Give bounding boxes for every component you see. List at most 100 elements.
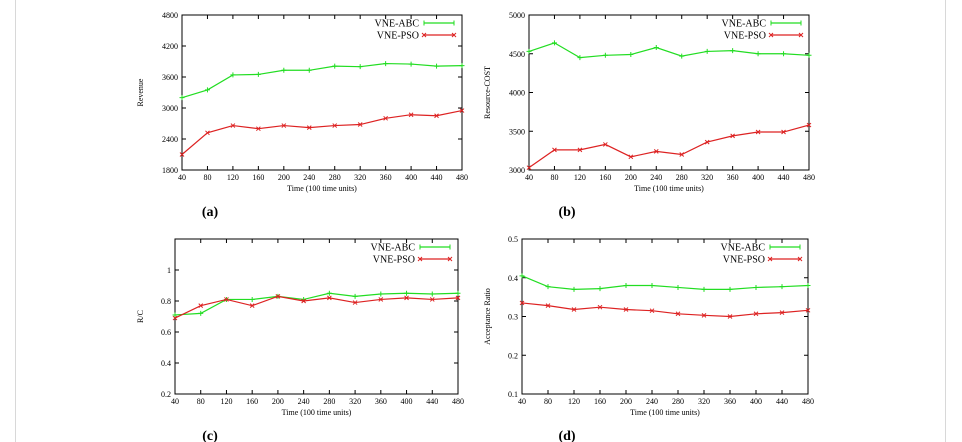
legend-label: VNE-ABC: [371, 243, 416, 254]
series-line-vne-abc: [521, 275, 809, 290]
x-tick-label: 320: [701, 173, 713, 182]
data-point: [352, 293, 358, 299]
chart-panel-1: 40 80 120 160 200 240 280 320 360 400 440 480 1800 24…: [136, 11, 468, 220]
data-point: [408, 112, 414, 118]
data-point: [378, 291, 384, 297]
legend-label: VNE-PSO: [723, 255, 765, 266]
data-point: [198, 303, 204, 309]
legend-marker: [451, 32, 457, 38]
data-point: [249, 296, 255, 302]
data-point: [781, 51, 787, 57]
x-axis-label: Time (100 time units): [282, 408, 352, 417]
x-tick-label: 240: [650, 173, 662, 182]
x-tick-label: 400: [750, 397, 762, 406]
data-point: [805, 283, 811, 288]
data-point: [459, 63, 465, 69]
series-line-vne-abc: [174, 292, 459, 316]
data-point: [623, 283, 629, 288]
x-axis-label: Time (100 time units): [634, 184, 704, 193]
data-point: [306, 125, 312, 130]
data-point: [224, 297, 229, 302]
data-point: [701, 286, 707, 292]
legend-label: VNE-ABC: [722, 19, 767, 30]
data-point: [597, 286, 603, 292]
data-point: [628, 52, 634, 58]
x-tick-label: 440: [778, 173, 790, 182]
data-point: [704, 139, 710, 145]
panel-label: (c): [202, 429, 218, 442]
x-tick-label: 160: [594, 397, 606, 406]
x-tick-label: 240: [303, 173, 315, 182]
data-point: [172, 315, 178, 321]
x-tick-label: 320: [354, 173, 366, 182]
y-tick-label: 0.3: [508, 313, 518, 322]
x-tick-label: 280: [329, 173, 341, 182]
x-tick-label: 280: [676, 173, 688, 182]
x-tick-label: 160: [246, 397, 258, 406]
x-tick-label: 200: [625, 173, 637, 182]
series-line-vne-pso: [521, 302, 809, 318]
data-point: [781, 129, 786, 135]
data-point: [455, 295, 461, 301]
series-line-vne-abc: [528, 42, 810, 59]
legend-marker: [798, 32, 804, 38]
data-point: [679, 152, 685, 157]
data-point: [603, 142, 608, 147]
chart-panel-4: 40 80 120 160 200 240 280 320 360 400 440 480 0.1 0.2…: [483, 235, 814, 442]
legend-label: VNE-PSO: [724, 31, 766, 42]
x-tick-label: 400: [405, 173, 417, 182]
data-point: [704, 48, 710, 54]
data-point: [623, 307, 629, 312]
data-point: [459, 108, 465, 113]
x-tick-label: 160: [599, 173, 611, 182]
x-tick-label: 280: [323, 397, 335, 406]
legend-label: VNE-PSO: [377, 31, 419, 42]
data-point: [779, 284, 785, 290]
y-tick-label: 0.4: [161, 359, 171, 368]
data-point: [602, 52, 608, 58]
data-point: [327, 295, 332, 301]
x-tick-label: 280: [672, 397, 684, 406]
data-point: [179, 152, 185, 157]
x-tick-label: 320: [349, 397, 361, 406]
x-tick-label: 440: [776, 397, 788, 406]
data-point: [281, 67, 287, 73]
x-tick-label: 200: [278, 173, 290, 182]
legend-marker: [421, 32, 427, 38]
data-point: [649, 308, 655, 314]
data-point: [649, 283, 655, 288]
y-tick-label: 3000: [509, 166, 525, 175]
x-tick-label: 200: [272, 397, 284, 406]
chart-panel-3: 40 80 120 160 200 240 280 320 360 400 440 480 0.2 0.4…: [136, 238, 464, 442]
x-tick-label: 360: [724, 397, 736, 406]
data-point: [205, 130, 210, 136]
data-point: [198, 310, 204, 316]
y-tick-label: 1800: [162, 166, 178, 175]
data-point: [577, 147, 583, 153]
x-tick-label: 40: [518, 397, 526, 406]
data-point: [519, 273, 525, 279]
y-tick-label: 0.1: [508, 390, 518, 399]
x-tick-label: 120: [574, 173, 586, 182]
x-tick-label: 480: [802, 397, 814, 406]
data-point: [455, 290, 461, 296]
data-point: [255, 71, 261, 77]
legend-marker: [447, 256, 453, 262]
data-point: [230, 123, 236, 128]
legend-label: VNE-ABC: [375, 19, 420, 30]
data-point: [679, 53, 685, 59]
series-line-vne-pso: [528, 124, 810, 169]
data-point: [755, 129, 761, 135]
series-line-vne-pso: [174, 295, 459, 319]
data-point: [275, 293, 281, 299]
y-tick-label: 4800: [162, 11, 178, 20]
data-point: [172, 312, 178, 318]
x-axis-label: Time (100 time units): [630, 408, 700, 417]
data-point: [730, 133, 735, 139]
data-point: [378, 297, 384, 302]
y-tick-label: 0.5: [508, 235, 518, 244]
x-tick-label: 80: [544, 397, 552, 406]
data-point: [701, 312, 707, 318]
plot-frame: [181, 14, 463, 171]
data-point: [675, 284, 681, 290]
